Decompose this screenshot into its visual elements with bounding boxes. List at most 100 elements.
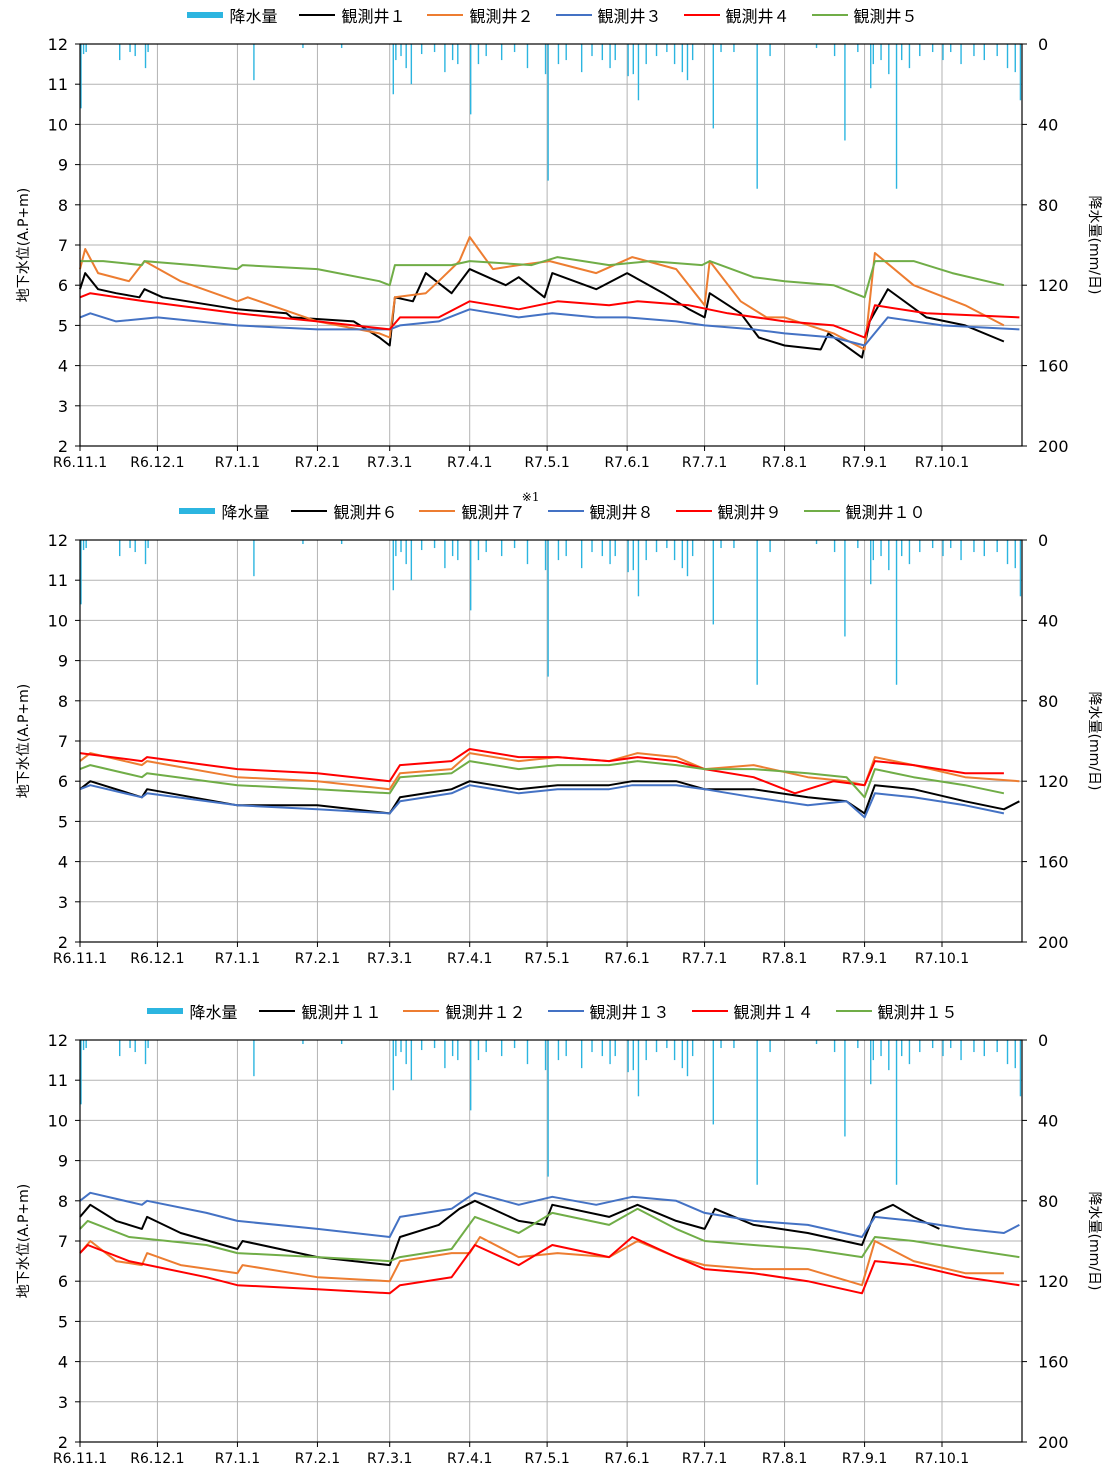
x-tick-label: R7.8.1 <box>762 1451 807 1466</box>
series-line <box>79 1236 1020 1295</box>
footnote-mark: ※1 <box>521 490 540 504</box>
legend-swatch <box>547 1010 584 1012</box>
y2-axis-title: 降水量(mm/日) <box>1086 196 1102 295</box>
y-tick-label: 8 <box>58 692 68 711</box>
x-tick-label: R6.12.1 <box>130 951 184 966</box>
legend-item: 観測井１ <box>299 3 405 27</box>
legend-swatch <box>427 14 464 16</box>
y-tick-label: 11 <box>48 571 68 590</box>
legend-swatch <box>835 1010 872 1012</box>
legend-label: 観測井４ <box>725 7 790 26</box>
y-tick-label: 6 <box>58 276 68 295</box>
x-tick-label: R7.6.1 <box>604 455 649 470</box>
x-tick-label: R7.4.1 <box>447 455 492 470</box>
legend-item-rain: 降水量 <box>179 499 269 523</box>
legend-label: 観測井１３ <box>589 1003 670 1022</box>
legend-swatch <box>291 510 328 512</box>
x-tick-label: R7.9.1 <box>842 1451 887 1466</box>
legend-label: 観測井７ <box>461 503 526 522</box>
legend-item: 観測井７ ※1 <box>419 490 540 523</box>
y-tick-label: 2 <box>58 437 68 456</box>
legend-label: 観測井１５ <box>877 1003 958 1022</box>
legend-label: 降水量 <box>229 7 278 26</box>
y-tick-label: 7 <box>58 732 68 751</box>
x-tick-label: R7.3.1 <box>367 455 412 470</box>
legend-swatch <box>683 14 720 16</box>
y2-tick-label: 200 <box>1038 933 1069 952</box>
y-tick-label: 5 <box>58 1312 68 1331</box>
x-tick-label: R6.11.1 <box>53 951 107 966</box>
legend: 降水量 観測井１１ 観測井１２ 観測井１３ 観測井１４ 観測井１５ <box>0 996 1105 1026</box>
legend-swatch <box>419 510 456 512</box>
legend-swatch <box>811 14 848 16</box>
y2-tick-label: 40 <box>1038 115 1058 134</box>
x-tick-label: R7.6.1 <box>604 951 649 966</box>
y-tick-label: 3 <box>58 893 68 912</box>
legend-label: 観測井１４ <box>733 1003 814 1022</box>
y2-tick-label: 160 <box>1038 1353 1069 1372</box>
series-line <box>79 748 1004 795</box>
legend-item: 観測井３ <box>555 3 662 27</box>
legend-label: 観測井１２ <box>445 1003 526 1022</box>
legend: 降水量 観測井１ 観測井２ 観測井３ 観測井４ 観測井５ <box>0 0 1105 30</box>
legend-label: 降水量 <box>221 503 270 522</box>
legend-label: 降水量 <box>189 1003 238 1022</box>
legend-label: 観測井１ <box>341 7 406 26</box>
legend-swatch <box>179 508 216 514</box>
legend-item: 観測井２ <box>427 3 534 27</box>
y-tick-label: 5 <box>58 316 68 335</box>
y-tick-label: 11 <box>48 1071 68 1090</box>
legend-label: 観測井３ <box>597 7 662 26</box>
x-tick-label: R7.2.1 <box>295 951 340 966</box>
y-tick-label: 9 <box>58 652 68 671</box>
legend-swatch <box>555 14 592 16</box>
y-tick-label: 8 <box>58 1192 68 1211</box>
legend-item: 観測井１２ <box>403 999 526 1023</box>
x-tick-label: R6.11.1 <box>53 455 107 470</box>
y2-tick-label: 0 <box>1038 35 1048 54</box>
y2-tick-label: 120 <box>1038 772 1069 791</box>
legend-label: 観測井６ <box>333 503 398 522</box>
x-tick-label: R7.1.1 <box>215 455 260 470</box>
y-axis-title: 地下水位(A.P+m) <box>16 188 32 303</box>
y-tick-label: 2 <box>58 933 68 952</box>
x-tick-label: R6.12.1 <box>130 455 184 470</box>
y-tick-label: 10 <box>48 1111 68 1130</box>
legend-item: 観測井１３ <box>547 999 670 1023</box>
chart-panel-1: 降水量 観測井１ 観測井２ 観測井３ 観測井４ 観測井５ 2 3 4 5 6 7 8 9 10 1… <box>0 0 1105 470</box>
x-tick-label: R7.4.1 <box>447 951 492 966</box>
y2-tick-label: 200 <box>1038 1433 1069 1452</box>
y-tick-label: 7 <box>58 236 68 255</box>
y-tick-label: 9 <box>58 1152 68 1171</box>
legend-item: 観測井６ <box>291 499 397 523</box>
legend-item: 観測井５ <box>811 3 918 27</box>
y-tick-label: 6 <box>58 772 68 791</box>
y-tick-label: 10 <box>48 611 68 630</box>
legend-item: 観測井１５ <box>835 999 958 1023</box>
y2-tick-label: 200 <box>1038 437 1069 456</box>
x-tick-label: R7.9.1 <box>842 455 887 470</box>
y2-tick-label: 0 <box>1038 1031 1048 1050</box>
legend-item-rain: 降水量 <box>147 999 237 1023</box>
y2-tick-label: 160 <box>1038 853 1069 872</box>
x-tick-label: R7.5.1 <box>524 951 569 966</box>
x-tick-label: R7.2.1 <box>295 455 340 470</box>
legend-label: 観測井５ <box>853 7 918 26</box>
series-line <box>79 1199 940 1267</box>
x-tick-label: R7.5.1 <box>524 455 569 470</box>
y2-tick-label: 160 <box>1038 357 1069 376</box>
y2-tick-label: 80 <box>1038 196 1058 215</box>
legend-label: 観測井８ <box>589 503 654 522</box>
series-line <box>79 308 1020 347</box>
y2-tick-label: 80 <box>1038 1192 1058 1211</box>
y-tick-label: 12 <box>48 531 68 550</box>
y-tick-label: 3 <box>58 1393 68 1412</box>
legend-item: 観測井９ <box>675 499 782 523</box>
x-tick-label: R6.11.1 <box>53 1451 107 1466</box>
legend-swatch <box>187 12 224 18</box>
x-tick-label: R7.9.1 <box>842 951 887 966</box>
series-line <box>79 292 1020 339</box>
y2-tick-label: 0 <box>1038 531 1048 550</box>
